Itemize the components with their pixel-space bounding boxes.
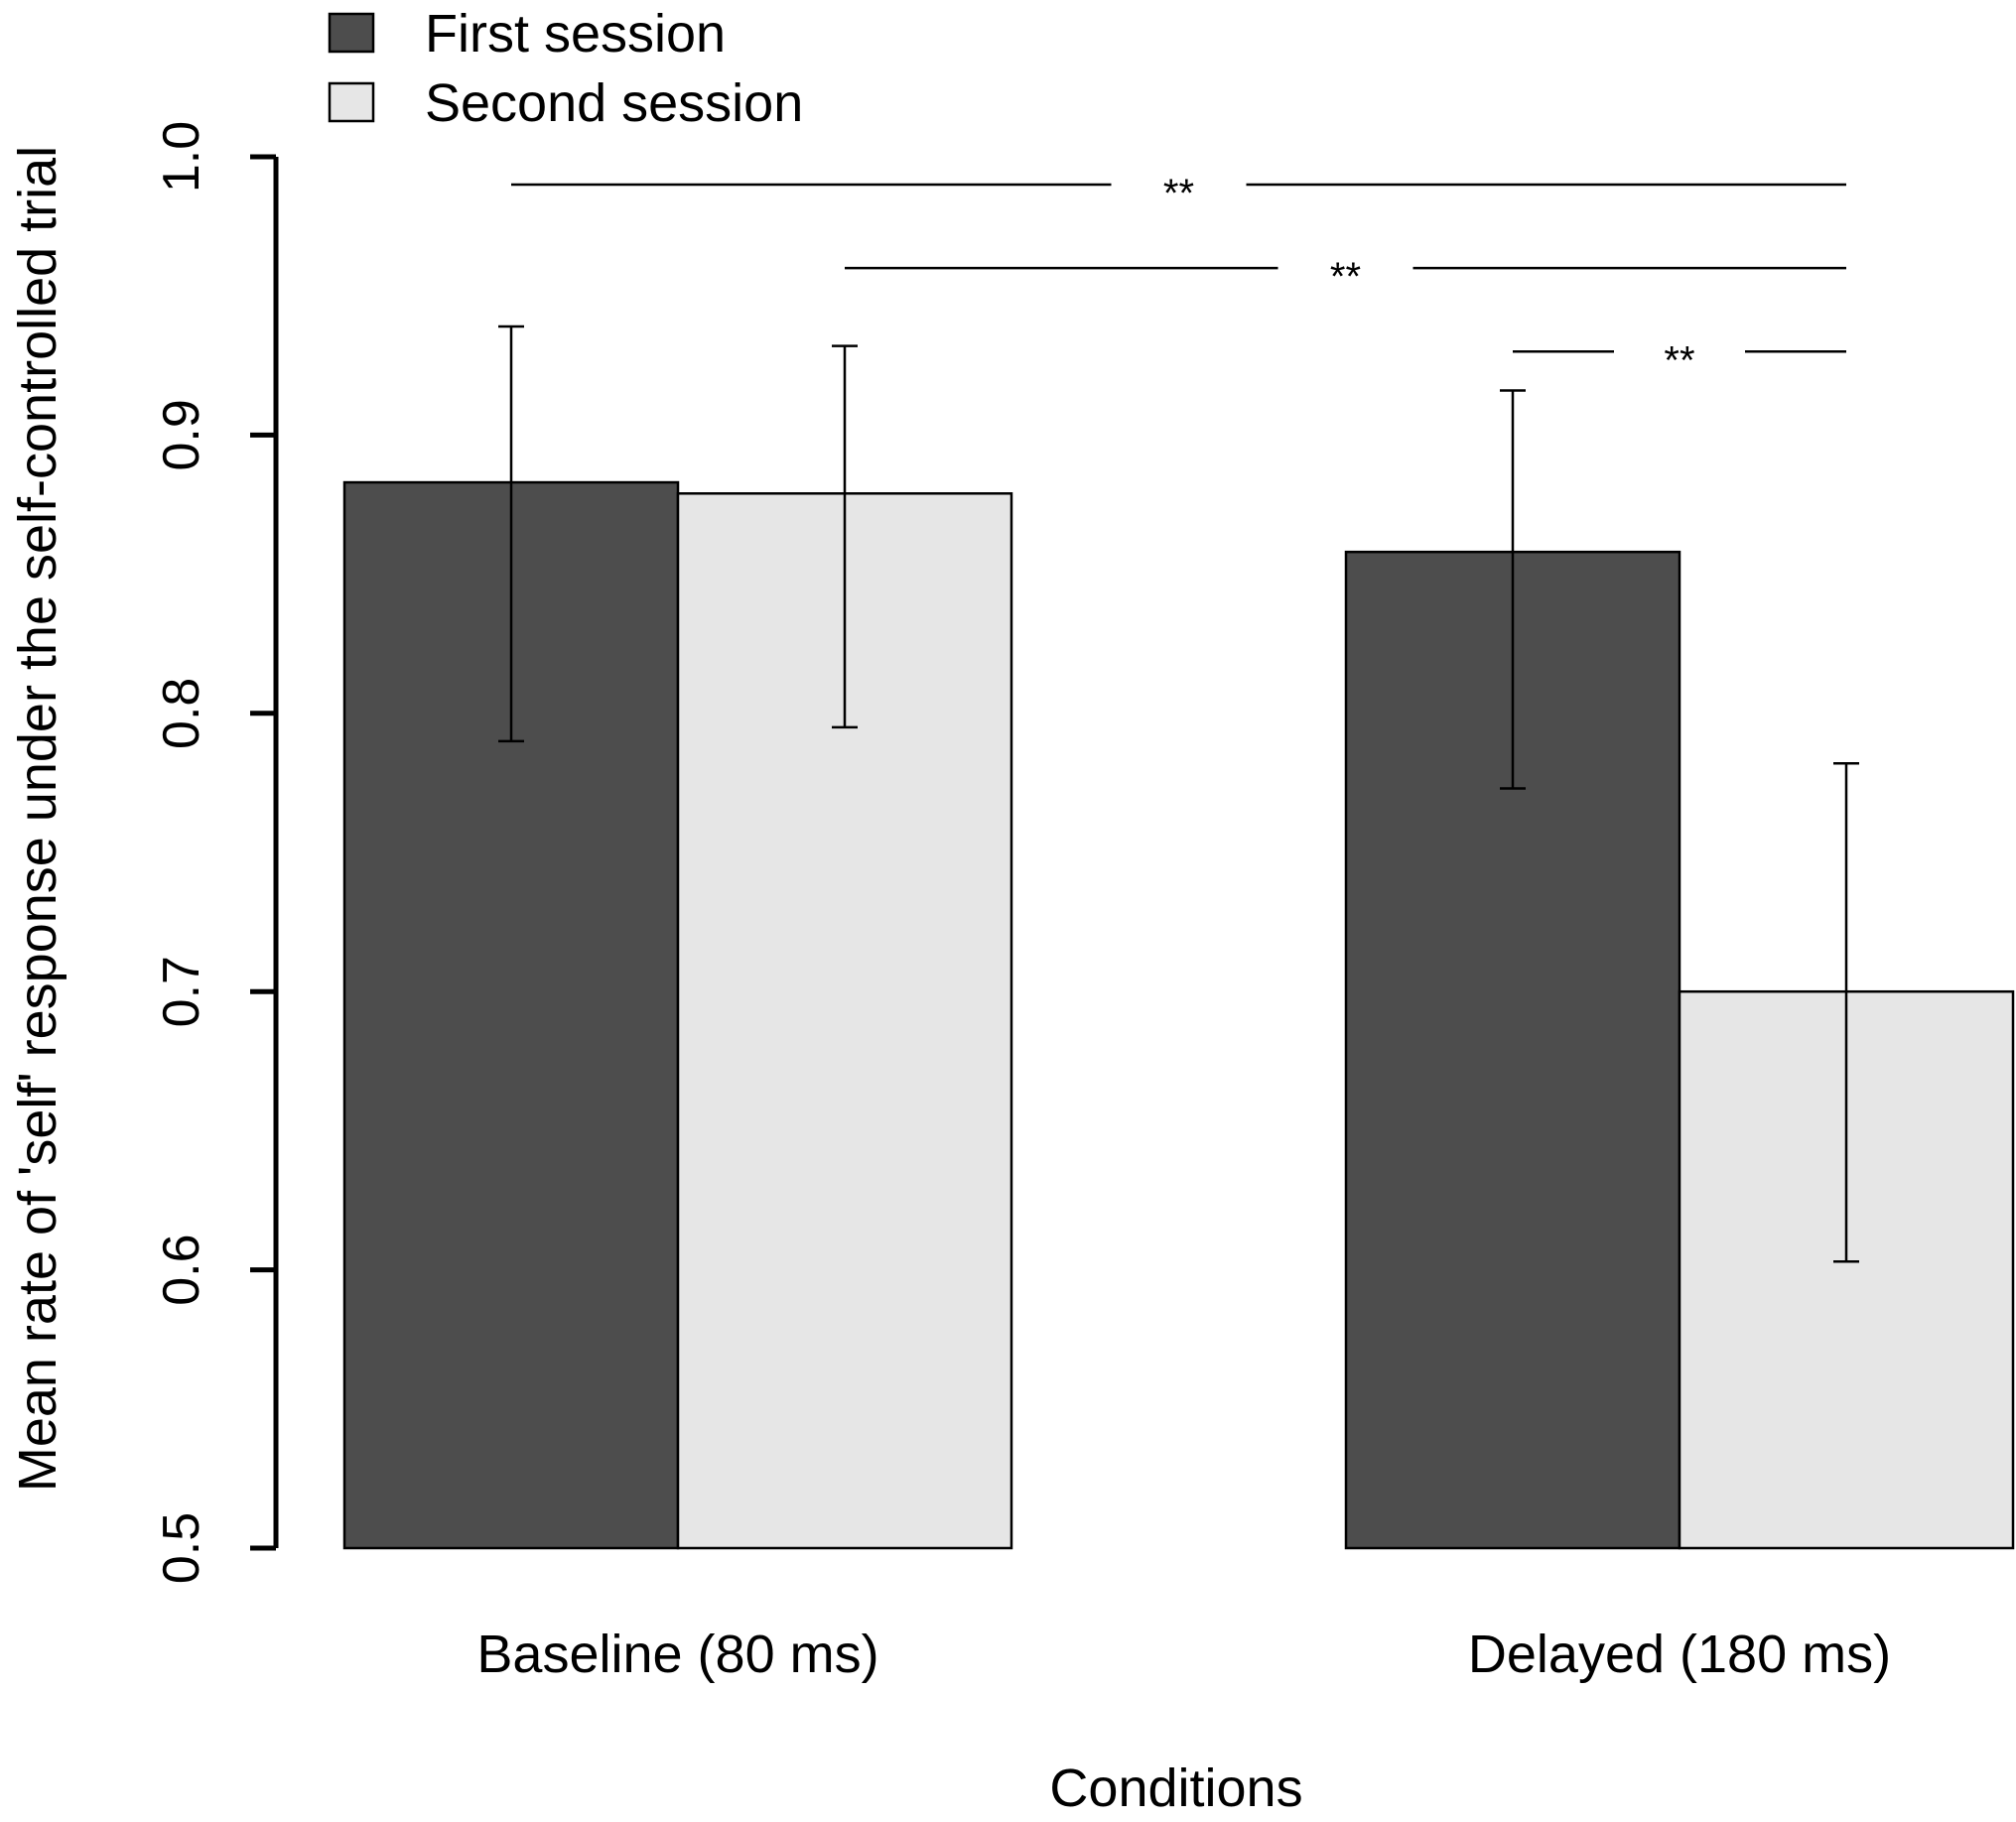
significance-bracket: ** — [1513, 338, 1846, 382]
y-tick-label: 0.5 — [153, 1512, 210, 1584]
y-tick-label: 1.0 — [153, 121, 210, 193]
legend: First session Second session — [328, 4, 803, 133]
legend-swatch — [328, 81, 375, 123]
significance-label: ** — [1330, 255, 1361, 299]
error-bars — [498, 325, 1859, 1263]
y-tick-label: 0.9 — [153, 399, 210, 470]
legend-item-first-session: First session — [328, 4, 726, 64]
y-tick-label: 0.8 — [153, 678, 210, 749]
x-category-label: Baseline (80 ms) — [476, 1625, 878, 1684]
significance-bracket: ** — [511, 172, 1846, 215]
legend-item-second-session: Second session — [328, 73, 803, 133]
error-bar — [498, 325, 524, 743]
bars — [342, 480, 2015, 1550]
legend-label: First session — [425, 4, 726, 64]
significance-brackets: ** ** ** — [511, 172, 1846, 382]
y-tick-label: 0.7 — [153, 956, 210, 1027]
y-tick-label: 0.6 — [153, 1234, 210, 1305]
y-axis-ticks: 0.5 0.6 0.7 0.8 0.9 1.0 — [153, 121, 276, 1584]
error-bar — [832, 344, 858, 729]
significance-label: ** — [1664, 338, 1694, 382]
legend-swatch — [328, 12, 375, 54]
legend-label: Second session — [425, 73, 803, 133]
error-bar — [1833, 762, 1859, 1263]
x-axis-title: Conditions — [1049, 1758, 1302, 1818]
y-axis-title: Mean rate of 'self' response under the s… — [8, 146, 67, 1492]
x-category-label: Delayed (180 ms) — [1468, 1625, 1891, 1684]
error-bar — [1500, 389, 1526, 790]
significance-label: ** — [1163, 172, 1194, 215]
significance-bracket: ** — [845, 255, 1846, 299]
category-labels: Baseline (80 ms) Delayed (180 ms) — [476, 1625, 1891, 1684]
